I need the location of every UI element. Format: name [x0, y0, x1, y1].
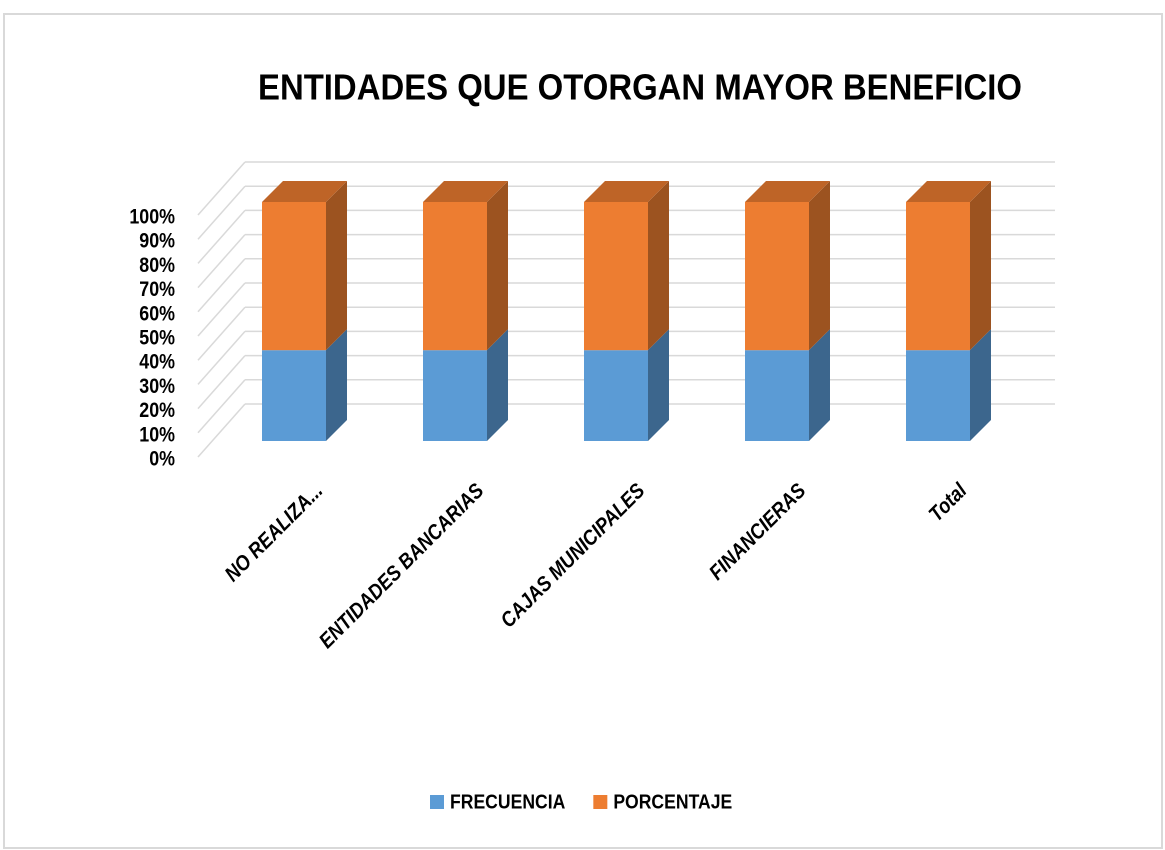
bar-side — [970, 181, 991, 351]
bar — [745, 350, 809, 441]
chart-title: ENTIDADES QUE OTORGAN MAYOR BENEFICIO — [258, 67, 1022, 108]
bar — [262, 350, 326, 441]
bar — [906, 350, 970, 441]
grid-line-side — [197, 306, 246, 361]
bar-side — [326, 329, 347, 441]
bar — [584, 350, 648, 441]
grid-line-side — [197, 330, 246, 385]
legend-label: FRECUENCIA — [450, 790, 566, 812]
bar — [584, 202, 648, 351]
bar-top — [906, 181, 991, 202]
bar-side — [648, 181, 669, 351]
grid-line-side — [197, 185, 246, 240]
legend-label: PORCENTAJE — [613, 790, 732, 812]
grid-line-side — [197, 403, 246, 458]
bar-side — [648, 329, 669, 441]
grid-line-side — [197, 209, 246, 264]
y-tick-label: 100% — [129, 205, 175, 229]
y-tick-label: 20% — [139, 399, 175, 423]
y-tick-label: 60% — [139, 302, 175, 326]
bar-side — [970, 329, 991, 441]
bar — [262, 202, 326, 351]
bar-side — [326, 181, 347, 351]
y-tick-label: 10% — [139, 423, 175, 447]
legend-swatch — [593, 795, 608, 809]
bar — [745, 202, 809, 351]
grid-line-side — [197, 355, 246, 410]
grid-line-side — [197, 234, 246, 289]
bar-top — [745, 181, 830, 202]
legend-swatch — [430, 795, 444, 809]
grid-line-side — [197, 161, 246, 216]
bar — [423, 202, 487, 351]
bar-side — [487, 329, 508, 441]
bar — [906, 202, 970, 351]
y-tick-label: 40% — [139, 350, 175, 374]
y-tick-label: 50% — [139, 326, 175, 350]
grid-line-side — [197, 379, 246, 434]
y-tick-label: 30% — [139, 375, 175, 399]
bar-side — [487, 181, 508, 351]
bar-top — [262, 181, 347, 202]
grid-line-side — [197, 258, 246, 313]
chart-frame — [3, 13, 1163, 849]
bar-top — [423, 181, 508, 202]
bar-side — [809, 181, 830, 351]
y-tick-label: 0% — [149, 447, 175, 471]
y-tick-label: 90% — [139, 229, 175, 253]
bar — [423, 350, 487, 441]
bar-top — [584, 181, 669, 202]
y-tick-label: 70% — [139, 278, 175, 302]
bar-side — [809, 329, 830, 441]
grid-line-side — [197, 282, 246, 337]
y-tick-label: 80% — [139, 254, 175, 278]
